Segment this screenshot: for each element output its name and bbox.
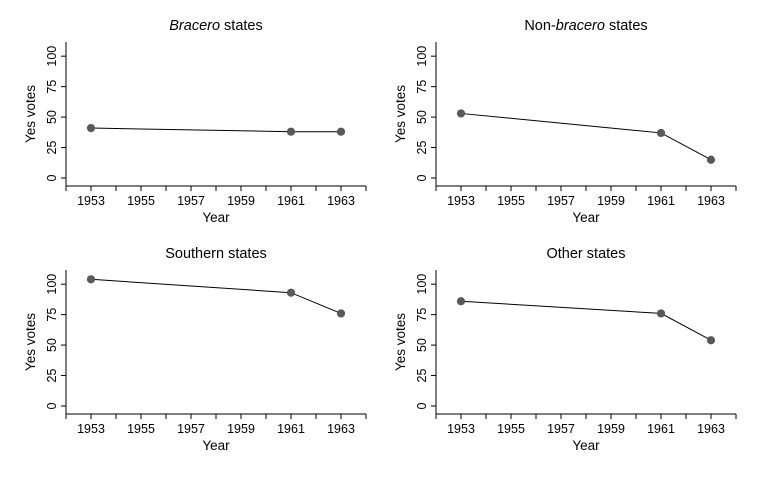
- y-tick-label: 50: [45, 338, 59, 352]
- x-tick-label: 1959: [227, 422, 255, 436]
- data-point: [456, 109, 466, 118]
- chart-title: Non-bracero states: [524, 18, 647, 34]
- y-tick-label: 100: [415, 46, 429, 67]
- data-point: [706, 336, 716, 345]
- chart-panel-4: Other states 0 25 50 75 100 1953 1955 1957 1959 19…: [393, 246, 737, 453]
- x-tick-label: 1955: [497, 194, 525, 208]
- chart-title-part: states: [605, 18, 648, 34]
- series-line: [460, 300, 712, 341]
- data-point: [86, 275, 96, 284]
- x-tick-label: 1959: [227, 194, 255, 208]
- y-tick-label: 50: [415, 338, 429, 352]
- data-point: [286, 127, 296, 136]
- y-tick-label: 0: [415, 402, 429, 409]
- y-tick-label: 25: [45, 369, 59, 383]
- y-tick-label: 0: [45, 174, 59, 181]
- x-tick-label: 1963: [327, 422, 355, 436]
- x-tick-label: 1957: [547, 422, 575, 436]
- chart-title-part: states: [220, 18, 263, 34]
- x-tick-label: 1959: [597, 422, 625, 436]
- x-tick-label: 1961: [647, 194, 675, 208]
- data-point: [656, 128, 666, 138]
- x-axis-label: Year: [202, 438, 230, 453]
- chart-title-part: Other states: [547, 246, 626, 262]
- x-tick-label: 1955: [497, 422, 525, 436]
- chart-panel-1: Bracero states 0 25 50 75 100 1953 1955 1957 1959…: [23, 18, 367, 225]
- x-tick-label: 1963: [697, 422, 725, 436]
- x-tick-label: 1963: [697, 194, 725, 208]
- x-tick-label: 1961: [277, 422, 305, 436]
- chart-panel-2: Non-bracero states 0 25 50 75 100 1953 1955 1957…: [393, 18, 737, 225]
- y-tick-label: 100: [415, 274, 429, 295]
- chart-panel-3: Southern states 0 25 50 75 100 1953 1955 1957 195…: [23, 246, 367, 453]
- y-tick-label: 50: [415, 110, 429, 124]
- data-point: [656, 309, 666, 318]
- y-tick-label: 25: [415, 141, 429, 155]
- x-tick-label: 1953: [77, 422, 105, 436]
- y-tick-label: 25: [45, 141, 59, 155]
- chart-title-part: Bracero: [169, 18, 220, 34]
- chart-title: Other states: [547, 246, 626, 262]
- chart-title: Bracero states: [169, 18, 263, 34]
- x-tick-label: 1955: [127, 194, 155, 208]
- data-point: [336, 309, 346, 318]
- y-tick-label: 0: [45, 402, 59, 409]
- series-line: [90, 278, 342, 314]
- y-tick-label: 75: [45, 80, 59, 94]
- x-tick-label: 1959: [597, 194, 625, 208]
- x-tick-label: 1961: [277, 194, 305, 208]
- data-point: [706, 155, 716, 164]
- y-tick-label: 0: [415, 174, 429, 181]
- x-tick-label: 1957: [177, 194, 205, 208]
- x-tick-label: 1961: [647, 422, 675, 436]
- y-tick-label: 100: [45, 274, 59, 295]
- x-axis-label: Year: [572, 210, 600, 225]
- y-tick-label: 50: [45, 110, 59, 124]
- x-tick-label: 1953: [447, 194, 475, 208]
- x-axis-label: Year: [202, 210, 230, 225]
- y-tick-label: 75: [415, 308, 429, 322]
- x-tick-label: 1963: [327, 194, 355, 208]
- x-tick-label: 1957: [177, 422, 205, 436]
- series-line: [460, 112, 712, 161]
- y-axis-label: Yes votes: [393, 313, 408, 371]
- x-tick-label: 1953: [77, 194, 105, 208]
- series-line: [90, 127, 341, 133]
- data-point: [336, 127, 346, 136]
- y-axis-label: Yes votes: [393, 85, 408, 143]
- x-tick-label: 1955: [127, 422, 155, 436]
- y-tick-label: 25: [415, 369, 429, 383]
- chart-title: Southern states: [165, 246, 267, 262]
- y-tick-label: 100: [45, 46, 59, 67]
- y-tick-label: 75: [45, 308, 59, 322]
- chart-title-part: Non-: [524, 18, 556, 34]
- x-tick-label: 1957: [547, 194, 575, 208]
- x-axis-label: Year: [572, 438, 600, 453]
- y-axis-label: Yes votes: [23, 313, 38, 371]
- y-tick-label: 75: [415, 80, 429, 94]
- chart-title-part: Southern states: [165, 246, 267, 262]
- y-axis-label: Yes votes: [23, 85, 38, 143]
- data-point: [456, 297, 466, 306]
- chart-title-part: bracero: [556, 18, 605, 34]
- data-point: [86, 123, 96, 133]
- data-point: [286, 288, 296, 297]
- x-tick-label: 1953: [447, 422, 475, 436]
